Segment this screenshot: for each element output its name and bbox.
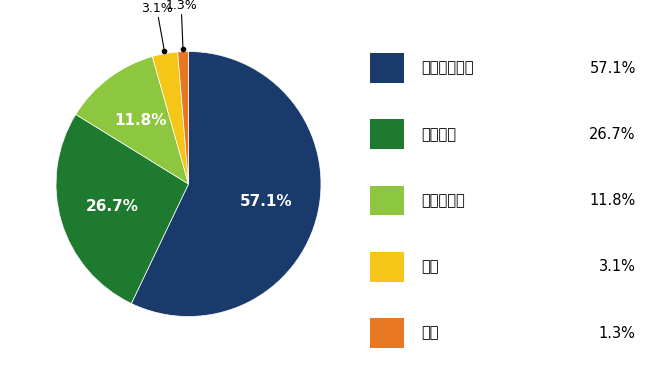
Text: 1.3%: 1.3% — [599, 326, 636, 340]
Wedge shape — [177, 52, 188, 184]
Text: 26.7%: 26.7% — [589, 127, 636, 142]
FancyBboxPatch shape — [370, 318, 404, 348]
Text: 3.1%: 3.1% — [141, 1, 172, 51]
Text: 11.8%: 11.8% — [590, 193, 636, 208]
Text: ケンミン食品: ケンミン食品 — [421, 61, 474, 75]
FancyBboxPatch shape — [370, 53, 404, 83]
FancyBboxPatch shape — [370, 252, 404, 282]
FancyBboxPatch shape — [370, 185, 404, 215]
Wedge shape — [56, 114, 188, 304]
Text: 中国: 中国 — [421, 326, 439, 340]
Text: 11.8%: 11.8% — [114, 113, 167, 128]
Text: 台湾: 台湾 — [421, 259, 439, 274]
Text: 57.1%: 57.1% — [590, 61, 636, 75]
Text: その他タイ: その他タイ — [421, 193, 465, 208]
Wedge shape — [152, 52, 188, 184]
Text: 57.1%: 57.1% — [240, 194, 292, 209]
Text: 26.7%: 26.7% — [86, 199, 138, 214]
Wedge shape — [76, 57, 188, 184]
Wedge shape — [131, 52, 321, 316]
Text: 1.3%: 1.3% — [165, 0, 197, 49]
FancyBboxPatch shape — [370, 119, 404, 149]
Text: ベトナム: ベトナム — [421, 127, 456, 142]
Text: 3.1%: 3.1% — [599, 259, 636, 274]
